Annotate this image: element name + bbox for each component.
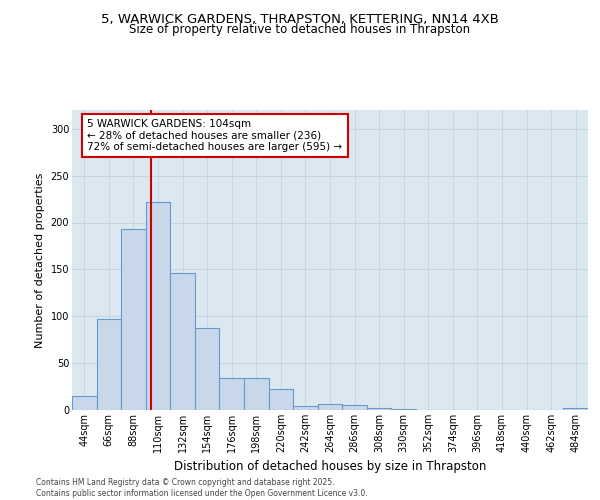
Bar	[318, 404, 342, 410]
Text: Size of property relative to detached houses in Thrapston: Size of property relative to detached ho…	[130, 22, 470, 36]
Bar	[195, 328, 220, 410]
Text: Contains HM Land Registry data © Crown copyright and database right 2025.
Contai: Contains HM Land Registry data © Crown c…	[36, 478, 368, 498]
Bar	[563, 408, 588, 410]
Bar	[121, 229, 146, 410]
Bar	[293, 406, 318, 410]
Bar	[72, 396, 97, 410]
Bar	[269, 390, 293, 410]
Bar	[391, 409, 416, 410]
Bar	[97, 319, 121, 410]
X-axis label: Distribution of detached houses by size in Thrapston: Distribution of detached houses by size …	[174, 460, 486, 473]
Y-axis label: Number of detached properties: Number of detached properties	[35, 172, 45, 348]
Bar	[244, 378, 269, 410]
Bar	[170, 273, 195, 410]
Bar	[342, 406, 367, 410]
Bar	[146, 202, 170, 410]
Bar	[220, 378, 244, 410]
Text: 5 WARWICK GARDENS: 104sqm
← 28% of detached houses are smaller (236)
72% of semi: 5 WARWICK GARDENS: 104sqm ← 28% of detac…	[88, 119, 343, 152]
Text: 5, WARWICK GARDENS, THRAPSTON, KETTERING, NN14 4XB: 5, WARWICK GARDENS, THRAPSTON, KETTERING…	[101, 12, 499, 26]
Bar	[367, 408, 391, 410]
